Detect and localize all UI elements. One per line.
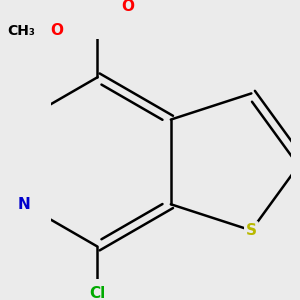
Text: N: N <box>18 197 31 212</box>
Text: O: O <box>50 23 63 38</box>
Text: S: S <box>246 223 257 238</box>
Text: O: O <box>121 0 134 14</box>
Text: CH₃: CH₃ <box>7 24 35 38</box>
Text: Cl: Cl <box>89 286 106 300</box>
